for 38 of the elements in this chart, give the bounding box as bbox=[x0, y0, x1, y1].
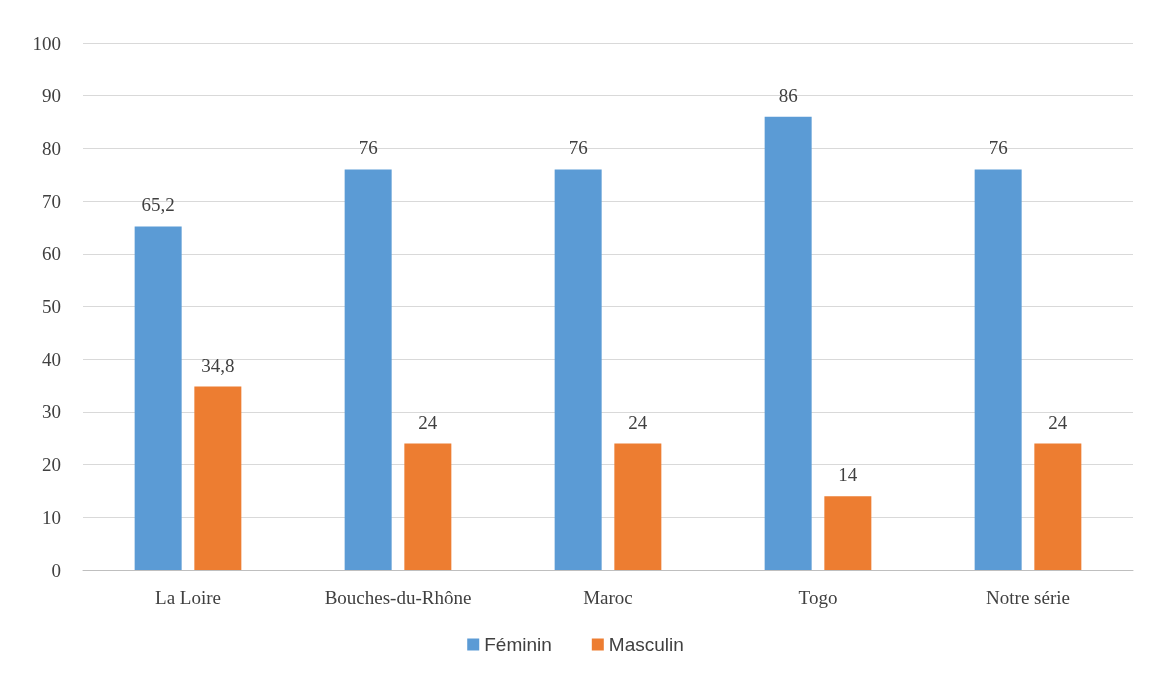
x-tick-label: Notre série bbox=[986, 587, 1070, 608]
data-label: 24 bbox=[1048, 411, 1068, 433]
data-label: 76 bbox=[988, 137, 1008, 159]
bar bbox=[194, 386, 242, 570]
bar bbox=[554, 169, 602, 570]
y-tick-label: 50 bbox=[42, 296, 61, 317]
data-label: 24 bbox=[418, 411, 438, 433]
bar bbox=[134, 226, 182, 570]
y-tick-label: 0 bbox=[51, 559, 61, 581]
data-label: 76 bbox=[358, 137, 378, 159]
data-label: 86 bbox=[778, 84, 798, 106]
data-label: 65,2 bbox=[141, 194, 175, 216]
bar bbox=[1034, 443, 1082, 570]
y-tick-label: 80 bbox=[42, 137, 61, 159]
x-tick-label: Togo bbox=[798, 587, 838, 608]
bar bbox=[344, 169, 392, 570]
y-tick-label: 100 bbox=[32, 32, 61, 54]
legend-label: Masculin bbox=[608, 634, 684, 655]
bar bbox=[764, 116, 812, 570]
y-tick-label: 30 bbox=[42, 401, 61, 423]
y-tick-label: 20 bbox=[42, 454, 61, 476]
y-tick-label: 10 bbox=[42, 506, 61, 528]
data-label: 76 bbox=[568, 137, 588, 159]
bar bbox=[614, 443, 662, 570]
x-tick-label: Bouches-du-Rhône bbox=[324, 587, 472, 608]
bar bbox=[404, 443, 452, 570]
y-tick-label: 70 bbox=[42, 190, 61, 212]
x-tick-label: La Loire bbox=[155, 587, 221, 608]
data-label: 24 bbox=[628, 411, 648, 433]
y-tick-label: 90 bbox=[42, 85, 61, 107]
y-tick-label: 40 bbox=[42, 348, 61, 370]
data-label: 34,8 bbox=[201, 354, 235, 376]
bar bbox=[974, 169, 1022, 570]
x-tick-label: Maroc bbox=[583, 587, 633, 608]
y-tick-label: 60 bbox=[42, 243, 61, 265]
bar bbox=[824, 496, 872, 570]
data-label: 14 bbox=[838, 464, 858, 486]
legend-label: Féminin bbox=[484, 634, 552, 655]
